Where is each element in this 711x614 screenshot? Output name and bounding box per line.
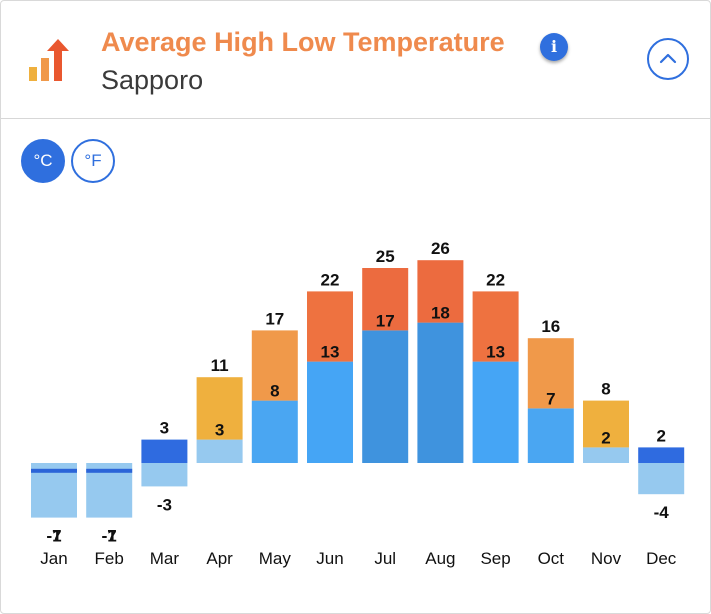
month-tick-label: Dec [646, 549, 677, 568]
low-temp-bar [472, 361, 519, 463]
high-temp-bar [417, 260, 464, 323]
high-temp-bar [638, 447, 685, 463]
high-temp-label: 17 [265, 309, 284, 328]
high-temp-bar [141, 439, 188, 463]
high-temp-label: -1 [46, 527, 61, 546]
high-temp-bar [527, 338, 574, 409]
month-tick-label: Nov [591, 549, 622, 568]
low-temp-bar [251, 400, 298, 463]
low-temp-bar [307, 361, 353, 463]
low-temp-label: -7 [46, 527, 61, 546]
high-temp-label: 8 [601, 380, 610, 399]
high-temp-bar [31, 468, 77, 473]
high-temp-label: 25 [376, 247, 395, 266]
low-temp-label: 13 [486, 343, 505, 362]
card-header: Average High Low Temperature Sapporo i [1, 1, 710, 119]
high-temp-label: 3 [160, 419, 169, 438]
low-temp-bar [583, 447, 629, 463]
location-name: Sapporo [101, 65, 204, 95]
chart-title: Average High Low Temperature [101, 27, 505, 57]
month-tick-label: Jan [40, 549, 67, 568]
low-temp-label: -3 [157, 495, 172, 514]
info-icon[interactable]: i [540, 33, 568, 61]
low-temp-label: -7 [102, 527, 117, 546]
low-temp-bar [196, 439, 243, 463]
high-temp-label: 22 [321, 270, 340, 289]
low-temp-label: 17 [376, 311, 395, 330]
high-temp-label: 2 [656, 426, 665, 445]
low-temp-label: 18 [431, 304, 450, 323]
month-tick-label: Aug [425, 549, 455, 568]
high-temp-bar [251, 330, 298, 401]
high-temp-bar [362, 268, 409, 331]
high-temp-label: 11 [211, 356, 229, 375]
high-temp-bar [307, 291, 353, 362]
high-temp-label: 22 [486, 270, 505, 289]
low-temp-bar [417, 322, 464, 463]
low-temp-label: 3 [215, 421, 224, 440]
bar-chart-up-arrow-icon [29, 39, 69, 81]
high-temp-label: 16 [541, 317, 560, 336]
month-tick-label: Jun [316, 549, 343, 568]
low-temp-bar [362, 330, 409, 463]
celsius-toggle[interactable]: °C [21, 139, 65, 183]
high-temp-bar [196, 377, 243, 440]
month-tick-label: Jul [374, 549, 396, 568]
low-temp-bar [638, 463, 685, 495]
low-temp-label: 2 [601, 428, 610, 447]
fahrenheit-toggle[interactable]: °F [71, 139, 115, 183]
month-tick-label: Mar [150, 549, 180, 568]
month-tick-label: May [259, 549, 292, 568]
low-temp-label: 8 [270, 382, 279, 401]
high-temp-bar [583, 400, 629, 448]
low-temp-label: -4 [654, 503, 670, 522]
chevron-up-icon [659, 53, 677, 64]
month-tick-label: Sep [480, 549, 510, 568]
high-temp-label: 26 [431, 239, 450, 258]
low-temp-bar [141, 463, 188, 487]
low-temp-bar [527, 408, 574, 463]
month-tick-label: Apr [206, 549, 233, 568]
month-tick-label: Oct [538, 549, 565, 568]
temperature-bar-chart: -1-7Jan-1-7Feb3-3Mar113Apr178May2213Jun2… [31, 239, 685, 568]
high-temp-bar [472, 291, 519, 362]
month-tick-label: Feb [95, 549, 124, 568]
high-temp-label: -1 [102, 527, 117, 546]
low-temp-label: 7 [546, 389, 555, 408]
high-temp-bar [86, 468, 133, 473]
low-temp-label: 13 [321, 343, 340, 362]
collapse-button[interactable] [647, 38, 689, 80]
